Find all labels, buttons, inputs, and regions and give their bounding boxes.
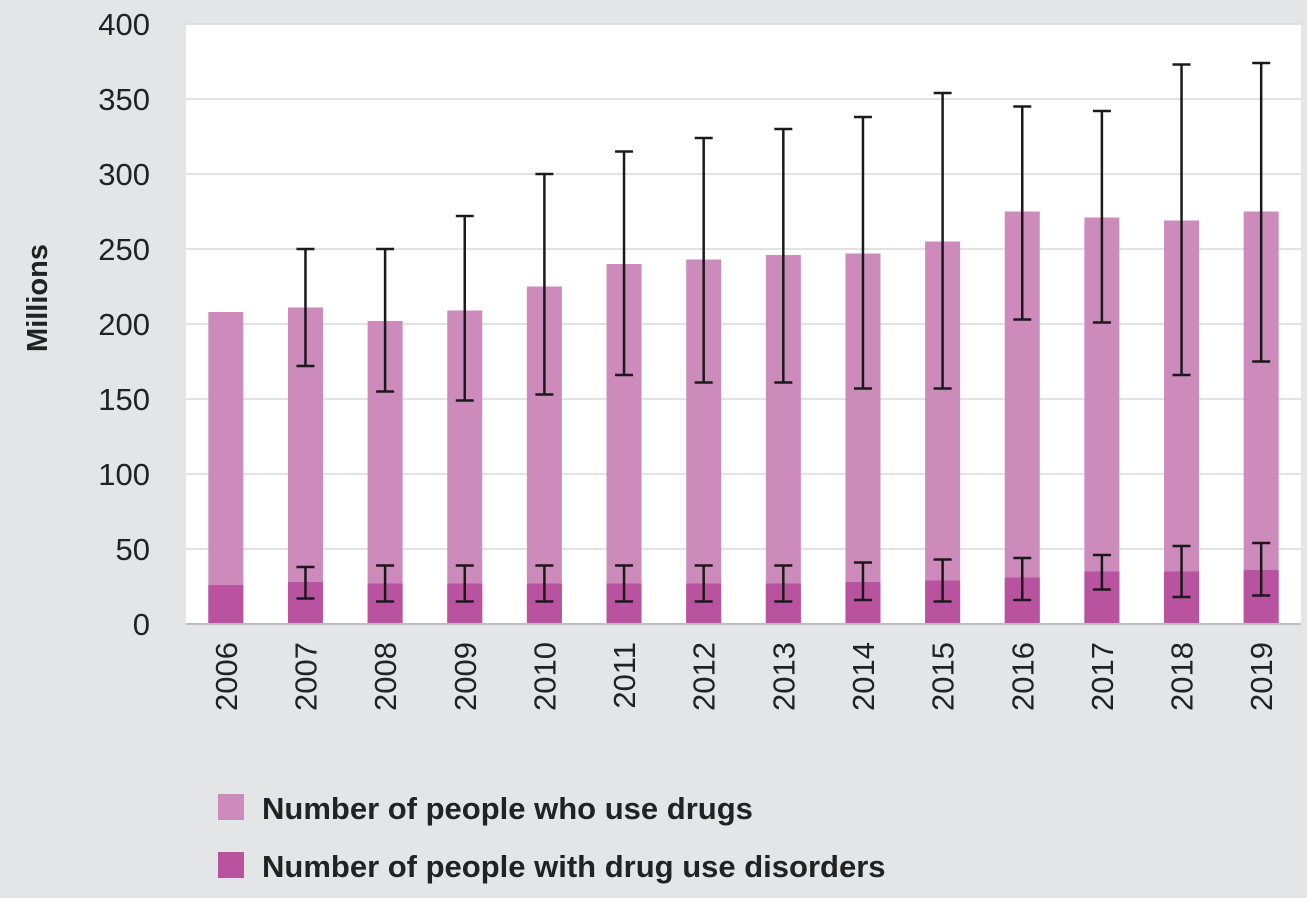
legend-swatch [218,794,244,820]
x-tick-label: 2014 [846,642,881,711]
x-tick-label: 2011 [607,642,642,709]
x-tick-label: 2019 [1244,642,1279,711]
y-tick-label: 50 [116,532,150,567]
legend: Number of people who use drugs Number of … [218,791,886,884]
bar-people-who-use-drugs [208,312,244,624]
y-tick-label: 150 [98,382,150,417]
x-tick-label: 2016 [1005,642,1040,711]
x-tick-label: 2009 [448,642,483,711]
y-axis-title: Millions [22,244,54,352]
x-tick-label: 2010 [527,642,562,711]
y-tick-label: 100 [98,457,150,492]
error-bars [296,61,1271,603]
y-tick-label: 250 [98,232,150,267]
x-tick-label: 2017 [1085,642,1120,711]
x-tick-label: 2013 [766,642,801,711]
y-tick-label: 0 [133,607,150,642]
y-tick-label: 350 [98,82,150,117]
x-tick-label: 2006 [209,642,244,711]
bar-people-with-disorders [208,585,244,624]
y-tick-label: 300 [98,157,150,192]
y-axis-ticks: 0 50 100 150 200 250 300 350 400 [98,7,150,642]
x-tick-label: 2012 [687,642,722,711]
x-tick-label: 2008 [368,642,403,711]
legend-label: Number of people with drug use disorders [262,849,886,884]
x-tick-label: 2015 [926,642,961,711]
legend-label: Number of people who use drugs [262,791,753,826]
legend-swatch [218,852,244,878]
y-tick-label: 200 [98,307,150,342]
y-tick-label: 400 [98,7,150,42]
x-tick-label: 2007 [288,642,323,711]
x-tick-label: 2018 [1165,642,1200,711]
x-axis-ticks: 2006 2007 2008 2009 2010 2011 2012 2013 2014 2015… [209,642,1279,711]
